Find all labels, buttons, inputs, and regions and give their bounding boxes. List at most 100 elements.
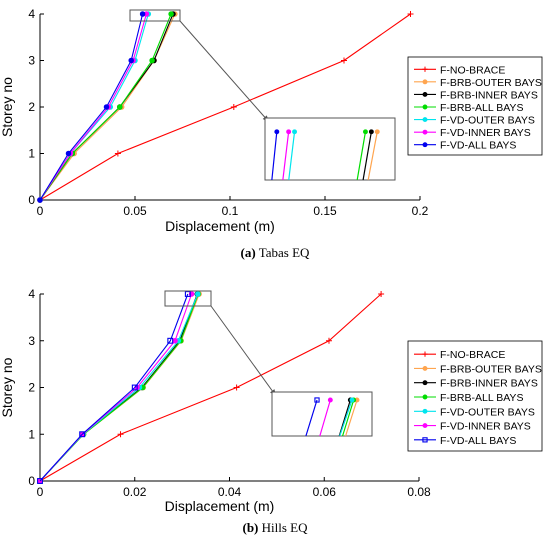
x-tick-label: 0.06 <box>313 485 337 499</box>
data-point <box>184 291 191 297</box>
x-axis-label: Displacement (m) <box>165 498 275 514</box>
data-point <box>79 431 86 438</box>
legend-entry: F-BRB-INNER BAYS <box>414 89 538 101</box>
y-axis-label: Storey no <box>0 357 15 417</box>
zoom-series-line <box>338 399 351 437</box>
data-point <box>325 337 332 344</box>
data-point <box>114 150 121 157</box>
legend-label: F-BRB-INNER BAYS <box>440 378 538 390</box>
caption-text: Hills EQ <box>258 520 308 535</box>
data-point <box>117 431 124 438</box>
legend-entry: F-VD-INNER BAYS <box>414 127 531 139</box>
legend-marker <box>422 104 428 110</box>
series-0 <box>37 291 385 484</box>
zoom-inset <box>264 117 396 181</box>
legend-marker <box>422 408 428 414</box>
legend-marker <box>422 394 428 400</box>
data-point <box>378 291 385 297</box>
series-line <box>39 13 147 201</box>
legend-label: F-VD-OUTER BAYS <box>440 115 535 127</box>
x-tick-label: 0 <box>37 485 44 499</box>
legend-label: F-VD-INNER BAYS <box>440 127 531 139</box>
legend-label: F-BRB-ALL BAYS <box>440 102 523 114</box>
y-tick-label: 0 <box>28 474 35 488</box>
y-axis-label: Storey no <box>0 77 15 137</box>
data-point <box>131 384 138 391</box>
y-tick-label: 4 <box>28 7 35 21</box>
zoom-series-line <box>341 399 355 437</box>
y-tick-label: 4 <box>28 287 35 301</box>
legend-entry: F-VD-INNER BAYS <box>414 421 531 433</box>
legend-marker <box>422 91 428 97</box>
data-point <box>233 384 240 391</box>
data-point <box>168 11 174 17</box>
zoom-series-line <box>339 399 353 437</box>
series-4 <box>37 291 201 484</box>
zoom-pointer-line <box>210 305 277 397</box>
series-line <box>39 13 144 201</box>
legend-marker <box>422 380 428 386</box>
data-point <box>37 478 43 484</box>
x-tick-label: 0.04 <box>218 485 242 499</box>
series-line <box>39 293 189 482</box>
zoom-series-line <box>305 399 318 437</box>
x-tick-label: 0.15 <box>313 204 337 218</box>
series-5 <box>37 291 195 484</box>
legend-label: F-BRB-ALL BAYS <box>440 392 523 404</box>
caption-text: Tabas EQ <box>256 245 310 260</box>
zoom-data-point <box>363 129 368 135</box>
legend-label: F-VD-ALL BAYS <box>440 140 516 152</box>
legend-label: F-NO-BRACE <box>440 349 505 361</box>
series-line <box>39 293 193 482</box>
legend-marker <box>422 423 428 429</box>
data-point <box>117 104 123 110</box>
legend-entry: F-VD-OUTER BAYS <box>414 115 535 127</box>
x-axis-label: Displacement (m) <box>165 218 275 234</box>
series-6 <box>37 291 191 484</box>
legend-entry: F-BRB-ALL BAYS <box>414 392 523 404</box>
legend: F-NO-BRACE F-BRB-OUTER BAYS F-BRB-INNER BA… <box>407 340 543 452</box>
chart-panel-2: 0 0.02 0.04 0.06 0.08 0 1 2 3 4 Displacement (m) St… <box>0 287 543 535</box>
zoom-pointer-line <box>179 20 270 123</box>
legend-label: F-NO-BRACE <box>440 64 505 76</box>
data-point <box>37 197 43 203</box>
legend-label: F-BRB-OUTER BAYS <box>440 77 542 89</box>
data-point <box>65 150 72 157</box>
legend-entry: F-VD-ALL BAYS <box>414 140 516 152</box>
legend-frame <box>407 56 543 156</box>
y-tick-label: 1 <box>28 427 35 441</box>
caption-letter: (a) <box>241 245 256 260</box>
series-line <box>39 293 382 482</box>
series-2 <box>37 291 201 484</box>
x-tick-label: 0.08 <box>407 485 431 499</box>
legend-marker <box>422 142 428 148</box>
zoom-data-point <box>327 397 333 403</box>
x-tick-label: 0 <box>37 204 44 218</box>
legend-marker <box>422 365 428 371</box>
zoom-series-line <box>345 399 358 437</box>
zoom-series-line <box>362 131 372 181</box>
legend-entry: F-BRB-INNER BAYS <box>414 378 538 390</box>
x-tick-label: 0.02 <box>123 485 147 499</box>
chart-panel-1: 0 0.05 0.1 0.15 0.2 0 1 2 3 4 Displacement (m) Stor… <box>0 7 543 260</box>
legend-entry: F-VD-OUTER BAYS <box>414 406 535 418</box>
legend-entry: F-NO-BRACE <box>414 349 505 361</box>
legend-marker <box>422 437 428 443</box>
y-tick-label: 1 <box>28 147 35 161</box>
data-point <box>341 57 347 64</box>
series-line <box>39 13 149 201</box>
zoom-region <box>164 290 212 307</box>
zoom-series-line <box>271 131 278 181</box>
data-point <box>407 11 414 17</box>
y-tick-label: 2 <box>28 381 35 395</box>
legend-label: F-BRB-OUTER BAYS <box>440 363 542 375</box>
y-tick-label: 3 <box>28 334 35 348</box>
series-3 <box>37 291 201 484</box>
legend-marker <box>422 129 428 135</box>
legend-marker <box>422 117 428 123</box>
legend-entry: F-NO-BRACE <box>414 64 505 76</box>
zoom-data-point <box>292 129 297 135</box>
series-1 <box>37 291 202 484</box>
legend-label: F-BRB-INNER BAYS <box>440 89 538 101</box>
series-line <box>39 293 199 482</box>
